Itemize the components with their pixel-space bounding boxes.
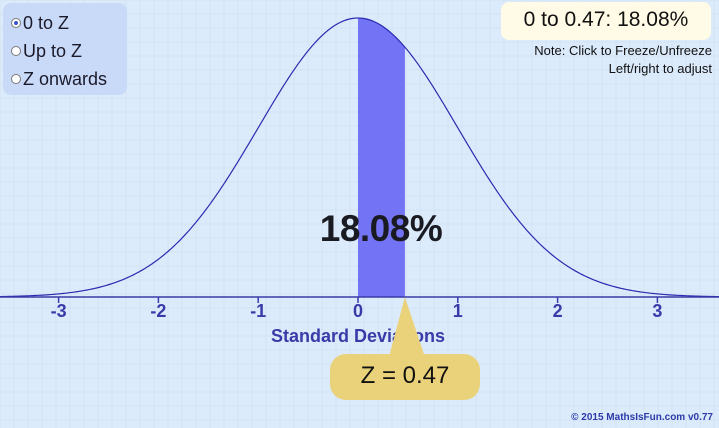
copyright-notice: © 2015 MathsIsFun.com v0.77: [571, 412, 713, 423]
radio-0-to-z-icon[interactable]: [11, 18, 21, 28]
radio-z-onwards-icon[interactable]: [11, 74, 21, 84]
shaded-percent-label: 18.08%: [319, 208, 443, 249]
mode-option-up-to-z[interactable]: Up to Z: [11, 39, 82, 63]
x-tick-label: 0: [353, 301, 363, 321]
x-axis-ticks: -3 -2 -1 0 1 2 3: [51, 297, 662, 321]
x-tick-label: -3: [51, 301, 67, 321]
x-tick-label: 2: [553, 301, 563, 321]
x-tick-label: 1: [453, 301, 463, 321]
x-tick-label: -2: [150, 301, 166, 321]
mode-option-z-onwards[interactable]: Z onwards: [11, 67, 107, 91]
z-pointer[interactable]: [388, 297, 425, 357]
mode-selector: 0 to Z Up to Z Z onwards: [3, 3, 127, 95]
mode-option-label: Up to Z: [23, 40, 83, 61]
radio-up-to-z-icon[interactable]: [11, 46, 21, 56]
shaded-area: [358, 18, 405, 297]
bell-curve-line: [0, 17, 719, 298]
probability-readout: 0 to 0.47: 18.08%: [501, 2, 711, 40]
x-tick-label: -1: [250, 301, 266, 321]
mode-option-label: Z onwards: [23, 68, 108, 89]
mode-option-label: 0 to Z: [23, 12, 70, 33]
note-freeze: Note: Click to Freeze/Unfreeze: [534, 43, 712, 58]
x-tick-label: 3: [652, 301, 662, 321]
mode-option-0-to-z[interactable]: 0 to Z: [11, 11, 69, 35]
note-adjust: Left/right to adjust: [608, 61, 712, 76]
z-value-badge[interactable]: Z = 0.47: [330, 354, 480, 400]
